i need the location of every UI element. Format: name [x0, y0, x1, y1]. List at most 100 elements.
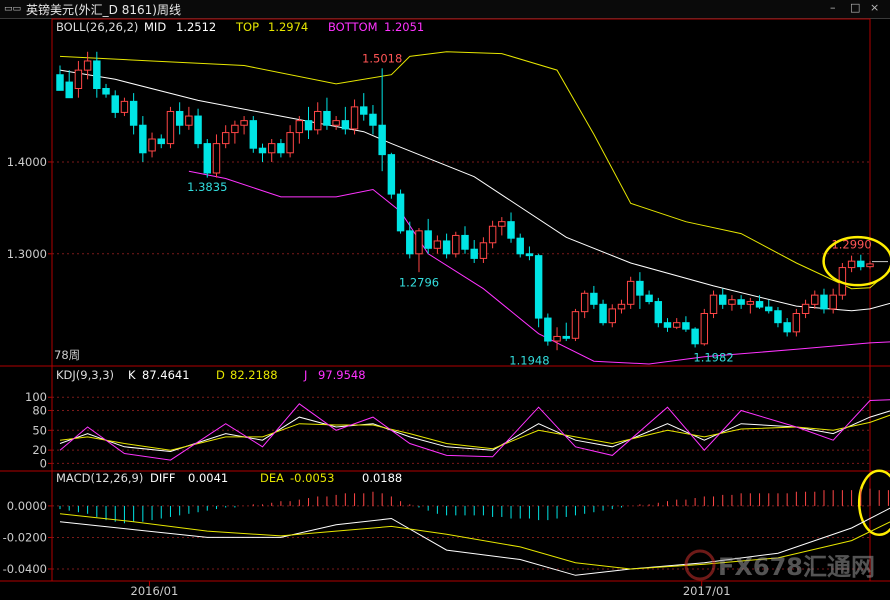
period-label: 78周 — [54, 348, 80, 362]
candle-up — [240, 120, 248, 126]
macd-legend-name: MACD(12,26,9) — [56, 471, 143, 485]
candle-down — [774, 310, 782, 324]
candle-down — [737, 299, 745, 305]
close-button[interactable]: × — [870, 1, 880, 14]
candle-down — [396, 193, 405, 232]
macd-diff-line — [59, 507, 890, 576]
kdj-legend-label: D — [216, 368, 225, 382]
highlight-circle-price — [822, 235, 890, 287]
candle-down — [56, 74, 64, 91]
boll-bottom-line — [188, 170, 890, 365]
candle-down — [157, 138, 165, 145]
candle-down — [590, 292, 598, 305]
macd-axis-tick-label: 0.0000 — [7, 499, 47, 513]
candle-down — [719, 294, 727, 305]
candle-up — [626, 280, 635, 305]
candle-up — [350, 106, 359, 130]
candle-down — [663, 322, 672, 328]
candle-up — [553, 335, 561, 342]
candle-down — [304, 120, 313, 131]
kdj-legend-label: K — [128, 368, 136, 382]
macd-axis-tick-label: -0.0200 — [3, 530, 47, 544]
macd-legend-value: 0.0041 — [188, 471, 228, 485]
boll-legend-name: BOLL(26,26,2) — [56, 20, 138, 34]
macd-dea-line — [59, 513, 890, 570]
candle-down — [406, 230, 414, 255]
candle-down — [102, 88, 110, 95]
candle-up — [728, 299, 736, 305]
candle-down — [857, 260, 865, 268]
kdj-legend-value: 97.9548 — [318, 368, 366, 382]
candle-up — [148, 138, 156, 152]
candle-down — [470, 248, 478, 259]
candle-down — [636, 280, 644, 296]
candle-up — [608, 308, 616, 324]
candle-up — [479, 242, 488, 259]
candle-up — [267, 143, 276, 154]
window-menu-icon[interactable]: ▭▭ — [4, 4, 22, 14]
candle-down — [424, 230, 432, 249]
candle-up — [498, 221, 506, 227]
candle-up — [433, 240, 442, 249]
candle-up — [829, 294, 837, 310]
candle-up — [185, 115, 193, 126]
candle-down — [682, 322, 690, 330]
candle-up — [415, 230, 423, 255]
candle-down — [387, 154, 396, 195]
boll-legend-value: 1.2974 — [268, 20, 308, 34]
candle-up — [221, 132, 230, 145]
highlight-circle-macd — [857, 469, 890, 537]
kdj-j-line — [59, 399, 890, 461]
candle-down — [378, 124, 386, 156]
candle-down — [654, 301, 663, 324]
candle-down — [277, 143, 285, 154]
price-axis-tick-label: 1.3000 — [7, 247, 47, 261]
candle-down — [203, 143, 211, 174]
candle-down — [645, 294, 653, 303]
kdj-d-line — [59, 414, 890, 451]
kdj-axis-tick-label: 0 — [40, 456, 47, 470]
kdj-axis-tick-label: 50 — [32, 423, 47, 437]
candle-down — [93, 60, 101, 90]
candle-up — [166, 110, 175, 145]
kdj-axis-tick-label: 20 — [32, 443, 47, 457]
kdj-axis-tick-label: 100 — [25, 390, 47, 404]
candle-down — [820, 294, 828, 310]
maximize-button[interactable]: □ — [850, 1, 861, 14]
candle-down — [194, 115, 202, 145]
candle-down — [562, 335, 570, 339]
candle-up — [74, 69, 83, 90]
candle-up — [286, 132, 294, 154]
candle-down — [755, 301, 764, 308]
candle-down — [323, 110, 331, 126]
price-annotation: 1.2990 — [831, 238, 871, 252]
price-annotation: 1.5018 — [362, 51, 402, 65]
candle-up — [672, 322, 681, 328]
candle-down — [461, 234, 469, 250]
candle-down — [341, 120, 350, 130]
candle-down — [139, 124, 147, 154]
candle-up — [801, 303, 810, 314]
watermark-text: FX678汇通网 — [718, 553, 875, 581]
candle-up — [452, 234, 460, 255]
price-annotation: 1.1948 — [509, 353, 549, 367]
window-title: 英镑美元(外汇_D 8161)周线 — [26, 3, 181, 17]
candle-down — [111, 95, 119, 113]
boll-legend-value: 1.2051 — [384, 20, 424, 34]
candle-up — [866, 263, 874, 268]
kdj-legend-label: J — [303, 368, 307, 382]
plot-frame — [51, 18, 871, 582]
candle-down — [783, 322, 791, 333]
boll-legend-label: TOP — [235, 20, 259, 34]
candle-down — [258, 147, 267, 154]
candle-up — [792, 312, 801, 333]
candle-up — [83, 60, 92, 71]
candle-down — [129, 100, 138, 126]
candle-down — [65, 81, 73, 99]
candle-down — [249, 120, 258, 149]
minimize-button[interactable]: – — [830, 1, 836, 14]
kdj-k-line — [59, 410, 890, 453]
candle-down — [369, 113, 377, 126]
candle-up — [571, 311, 580, 339]
